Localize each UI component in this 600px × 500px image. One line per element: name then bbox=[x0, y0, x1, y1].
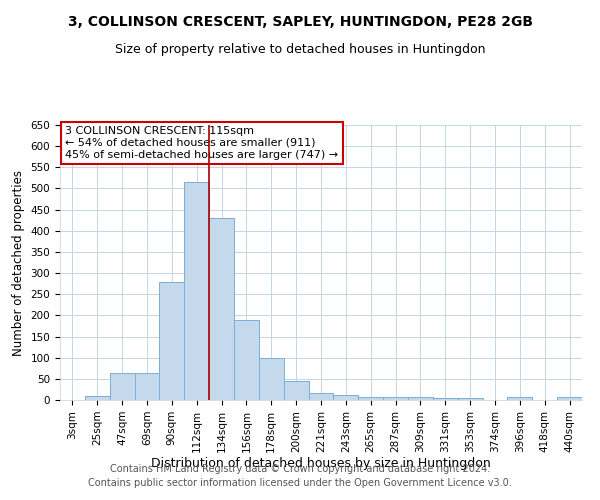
Text: 3, COLLINSON CRESCENT, SAPLEY, HUNTINGDON, PE28 2GB: 3, COLLINSON CRESCENT, SAPLEY, HUNTINGDO… bbox=[67, 15, 533, 29]
Bar bbox=[259, 358, 284, 400]
Text: Size of property relative to detached houses in Huntingdon: Size of property relative to detached ho… bbox=[115, 42, 485, 56]
Bar bbox=[160, 282, 184, 400]
Bar bbox=[358, 397, 383, 400]
Bar bbox=[308, 393, 334, 400]
Bar bbox=[234, 320, 259, 400]
Bar bbox=[209, 218, 234, 400]
Bar bbox=[433, 398, 458, 400]
Bar bbox=[408, 398, 433, 400]
Bar bbox=[184, 182, 209, 400]
Bar bbox=[334, 395, 358, 400]
Bar bbox=[284, 381, 308, 400]
Bar bbox=[134, 372, 160, 400]
X-axis label: Distribution of detached houses by size in Huntingdon: Distribution of detached houses by size … bbox=[151, 458, 491, 470]
Bar bbox=[557, 398, 582, 400]
Bar bbox=[383, 398, 408, 400]
Bar bbox=[110, 372, 134, 400]
Text: Contains HM Land Registry data © Crown copyright and database right 2024.
Contai: Contains HM Land Registry data © Crown c… bbox=[88, 464, 512, 487]
Bar bbox=[508, 398, 532, 400]
Text: 3 COLLINSON CRESCENT: 115sqm
← 54% of detached houses are smaller (911)
45% of s: 3 COLLINSON CRESCENT: 115sqm ← 54% of de… bbox=[65, 126, 338, 160]
Bar bbox=[458, 398, 482, 400]
Y-axis label: Number of detached properties: Number of detached properties bbox=[12, 170, 25, 356]
Bar bbox=[85, 396, 110, 400]
